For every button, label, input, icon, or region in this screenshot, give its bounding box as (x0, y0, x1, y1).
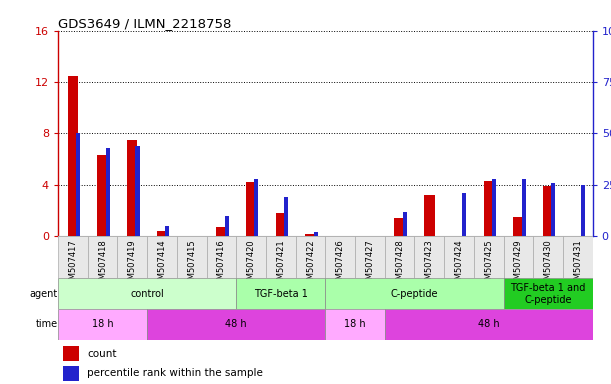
Bar (414, 236, 444, 278)
Text: GDS3649 / ILMN_2218758: GDS3649 / ILMN_2218758 (58, 17, 232, 30)
Bar (216, 227, 227, 236)
Bar (522, 179, 525, 236)
Text: GSM507416: GSM507416 (217, 240, 226, 290)
Text: 18 h: 18 h (92, 319, 114, 329)
Bar (296, 236, 325, 278)
Bar (444, 236, 474, 278)
Text: 18 h: 18 h (344, 319, 366, 329)
Text: agent: agent (30, 289, 58, 299)
Bar (88, 236, 117, 278)
Text: GSM507421: GSM507421 (276, 240, 285, 290)
Text: GSM507414: GSM507414 (158, 240, 167, 290)
Text: 48 h: 48 h (478, 319, 500, 329)
Bar (64, 366, 79, 381)
Bar (236, 236, 266, 278)
Bar (551, 183, 555, 236)
Bar (236, 278, 325, 309)
Bar (355, 236, 385, 278)
Bar (147, 236, 177, 278)
Text: GSM507431: GSM507431 (573, 240, 582, 290)
Text: GSM507427: GSM507427 (365, 240, 375, 290)
Bar (385, 309, 593, 340)
Text: GSM507426: GSM507426 (335, 240, 345, 290)
Bar (276, 213, 286, 236)
Text: TGF-beta 1 and
C-peptide: TGF-beta 1 and C-peptide (510, 283, 586, 305)
Text: GSM507423: GSM507423 (425, 240, 434, 290)
Text: TGF-beta 1: TGF-beta 1 (254, 289, 308, 299)
Bar (58, 309, 147, 340)
Bar (325, 236, 355, 278)
Bar (533, 236, 563, 278)
Text: GSM507429: GSM507429 (514, 240, 523, 290)
Bar (424, 195, 434, 236)
Bar (127, 140, 137, 236)
Bar (136, 146, 139, 236)
Bar (224, 216, 229, 236)
Bar (246, 182, 256, 236)
Bar (513, 217, 524, 236)
Bar (266, 236, 296, 278)
Bar (581, 185, 585, 236)
Bar (165, 226, 169, 236)
Text: count: count (87, 349, 117, 359)
Bar (306, 233, 316, 236)
Bar (313, 232, 318, 236)
Text: GSM507424: GSM507424 (455, 240, 464, 290)
Text: GSM507418: GSM507418 (98, 240, 107, 290)
Text: 48 h: 48 h (225, 319, 247, 329)
Bar (58, 278, 236, 309)
Bar (76, 134, 80, 236)
Bar (58, 236, 88, 278)
Bar (325, 309, 385, 340)
Bar (474, 236, 503, 278)
Text: percentile rank within the sample: percentile rank within the sample (87, 368, 263, 379)
Text: GSM507422: GSM507422 (306, 240, 315, 290)
Bar (325, 278, 503, 309)
Bar (492, 179, 496, 236)
Bar (563, 236, 593, 278)
Bar (177, 236, 207, 278)
Bar (543, 186, 554, 236)
Text: C-peptide: C-peptide (390, 289, 438, 299)
Bar (106, 148, 110, 236)
Bar (64, 346, 79, 361)
Text: GSM507420: GSM507420 (247, 240, 255, 290)
Bar (147, 309, 325, 340)
Text: GSM507419: GSM507419 (128, 240, 137, 290)
Bar (385, 236, 414, 278)
Text: GSM507428: GSM507428 (395, 240, 404, 290)
Text: GSM507430: GSM507430 (544, 240, 552, 290)
Bar (254, 179, 258, 236)
Text: time: time (36, 319, 58, 329)
Bar (157, 231, 167, 236)
Bar (284, 197, 288, 236)
Text: GSM507417: GSM507417 (68, 240, 78, 290)
Bar (207, 236, 236, 278)
Bar (403, 212, 407, 236)
Bar (483, 181, 494, 236)
Text: control: control (130, 289, 164, 299)
Bar (97, 155, 108, 236)
Bar (395, 218, 405, 236)
Bar (503, 236, 533, 278)
Bar (462, 193, 466, 236)
Bar (503, 278, 593, 309)
Bar (117, 236, 147, 278)
Bar (68, 76, 78, 236)
Text: GSM507425: GSM507425 (484, 240, 493, 290)
Text: GSM507415: GSM507415 (187, 240, 196, 290)
